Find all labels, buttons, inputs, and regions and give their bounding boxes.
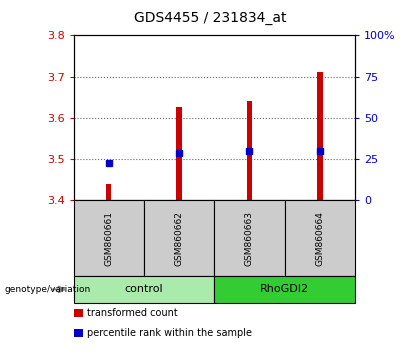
Text: GDS4455 / 231834_at: GDS4455 / 231834_at bbox=[134, 11, 286, 25]
Bar bbox=[317, 73, 323, 200]
Text: transformed count: transformed count bbox=[87, 308, 178, 318]
Bar bbox=[106, 184, 111, 200]
Bar bbox=[176, 107, 182, 200]
Text: genotype/variation: genotype/variation bbox=[4, 285, 90, 294]
Bar bbox=[247, 101, 252, 200]
Text: control: control bbox=[125, 284, 163, 295]
Text: percentile rank within the sample: percentile rank within the sample bbox=[87, 328, 252, 338]
Text: GSM860664: GSM860664 bbox=[315, 211, 324, 266]
Text: GSM860662: GSM860662 bbox=[175, 211, 184, 266]
Text: GSM860661: GSM860661 bbox=[104, 211, 113, 266]
Text: GSM860663: GSM860663 bbox=[245, 211, 254, 266]
Text: RhoGDI2: RhoGDI2 bbox=[260, 284, 309, 295]
